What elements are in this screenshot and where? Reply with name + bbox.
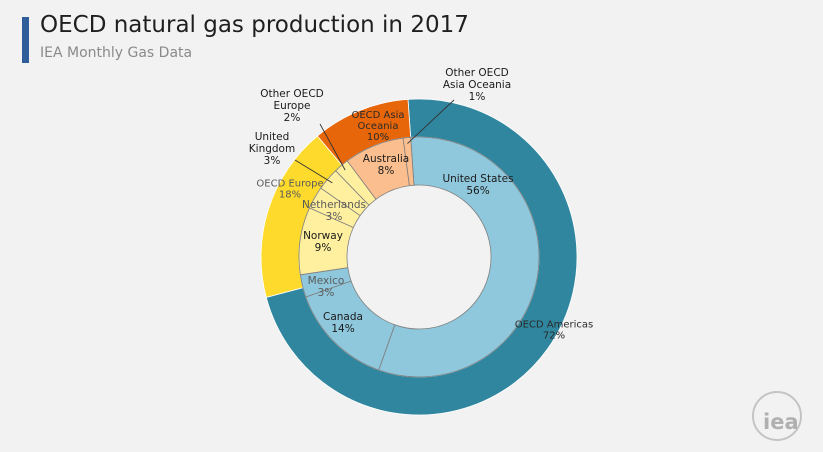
inner-slice-united-states: [378, 136, 540, 378]
chart-subtitle: IEA Monthly Gas Data: [40, 45, 193, 61]
outer-label-oecd-europe: OECD Europe 18%: [256, 179, 323, 201]
inner-slice-other-oecd-asia-oceania: [402, 136, 415, 187]
callout-label-other-oecd-europe: Other OECD Europe 2%: [260, 88, 323, 124]
chart-title: OECD natural gas production in 2017: [40, 12, 469, 38]
leader-lines: [294, 99, 455, 184]
inner-label-netherlands: Netherlands 3%: [302, 199, 366, 223]
inner-label-norway: Norway 9%: [303, 230, 343, 254]
inner-label-canada: Canada 14%: [323, 311, 363, 335]
leader-united-kingdom: [294, 159, 333, 184]
title-accent-bar: [22, 17, 29, 63]
callout-label-other-oecd-asia-oceania: Other OECD Asia Oceania 1%: [443, 67, 511, 103]
slice-labels: OECD Americas 72% OECD Europe 18% OECD Asia O…: [249, 67, 593, 342]
iea-logo-text: iea: [763, 410, 799, 434]
outer-label-oecd-americas: OECD Americas 72%: [515, 320, 594, 342]
inner-label-united-states: United States 56%: [442, 173, 513, 197]
iea-logo: [752, 391, 802, 441]
outer-label-oecd-asia-oceania: OECD Asia Oceania 10%: [351, 110, 404, 143]
leader-other-oecd-europe: [319, 123, 346, 171]
leader-other-oecd-asia-oceania: [407, 99, 455, 144]
inner-label-mexico: Mexico 3%: [308, 275, 345, 299]
callout-label-united-kingdom: United Kingdom 3%: [249, 131, 295, 167]
inner-ring: [298, 136, 540, 378]
inner-label-australia: Australia 8%: [363, 153, 409, 177]
